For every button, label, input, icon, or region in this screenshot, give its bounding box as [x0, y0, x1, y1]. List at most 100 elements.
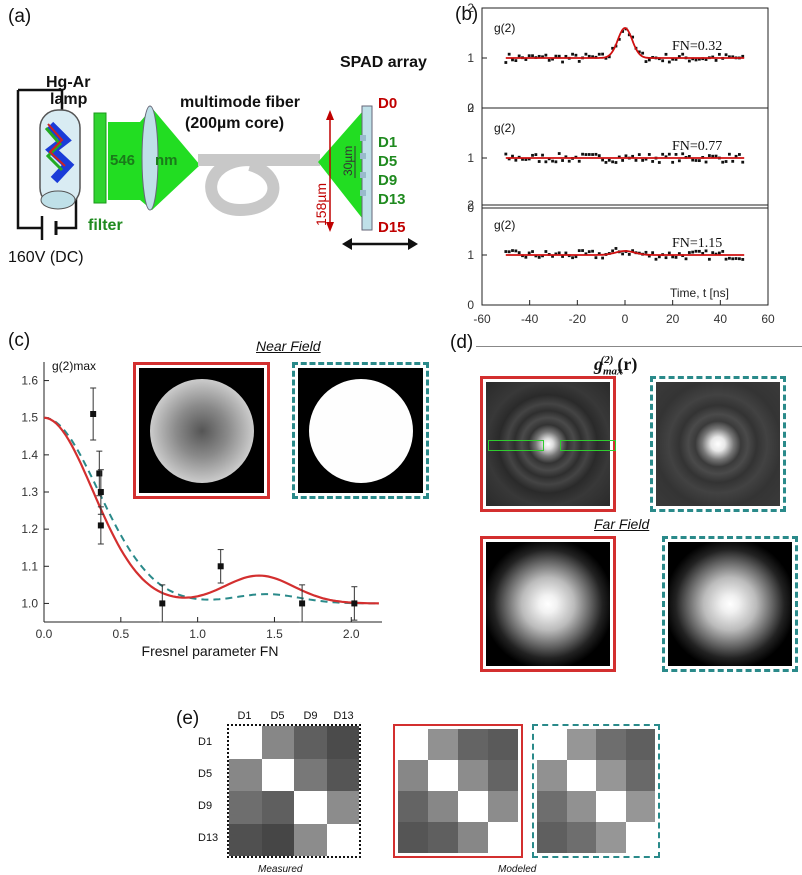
b-data-point — [687, 251, 691, 254]
b-data-point — [741, 258, 745, 261]
b-data-point — [587, 54, 591, 58]
modeled-solid-cell — [488, 760, 518, 791]
measured-cell — [261, 758, 294, 791]
b-data-point — [731, 257, 735, 261]
b-data-point — [557, 251, 561, 255]
filter-block — [93, 112, 107, 204]
b-data-point — [571, 52, 574, 56]
c-ytick-label: 1.5 — [21, 411, 38, 425]
b-data-point — [704, 58, 708, 61]
measured-cell — [294, 726, 327, 759]
modeled-solid-cell — [398, 760, 428, 791]
b-data-point — [514, 59, 518, 63]
g2max-fresnel-chart: 1.0 1.1 1.2 1.3 1.4 1.5 1.6 0.0 0.5 1.0 1.5 2.0 Fres… — [21, 359, 382, 659]
c-ytick-label: 1.4 — [21, 448, 38, 462]
roi-left — [488, 440, 544, 451]
b-data-point — [554, 252, 558, 256]
b-data-point — [611, 160, 615, 164]
modeled-label: Modeled — [498, 864, 537, 875]
b-data-point — [564, 54, 568, 58]
modeled-solid-cell — [428, 791, 458, 822]
b-data-point — [738, 153, 741, 156]
light-beam-focus — [152, 108, 200, 210]
b-data-point — [691, 158, 695, 162]
b-data-point — [601, 52, 604, 56]
measured-label: Measured — [258, 864, 303, 875]
b-data-point — [741, 160, 745, 164]
e-row-labels: D1 D5 D9 D13 — [198, 726, 228, 854]
b-data-point — [577, 59, 581, 63]
panel-e-label: (e) — [176, 708, 200, 729]
b-data-point — [504, 152, 508, 156]
b-data-point — [561, 159, 564, 162]
e-col-label-d1: D1 — [237, 710, 252, 722]
b-data-point — [657, 161, 661, 164]
panel-a: (a) — [0, 0, 440, 300]
b-data-point — [724, 257, 728, 261]
b-data-point — [707, 154, 711, 157]
lamp-base — [40, 190, 76, 210]
b-xtick-label: -20 — [569, 312, 587, 326]
c-xlabel: Fresnel parameter FN — [142, 643, 279, 659]
b-data-point — [611, 46, 615, 50]
b-ytick-label: 0 — [467, 298, 474, 312]
b-data-point — [544, 250, 548, 253]
measured-cell — [294, 791, 327, 824]
panel-c-label: (c) — [8, 330, 31, 351]
e-col-label-d13: D13 — [333, 710, 354, 722]
b-data-point — [677, 55, 681, 58]
b-data-point — [664, 155, 668, 159]
b-data-point — [584, 52, 588, 56]
lamp-label-2: lamp — [50, 91, 88, 108]
b-xtick-label: -60 — [473, 312, 491, 326]
b-data-point — [697, 159, 701, 163]
b-data-point — [574, 53, 578, 57]
b-fn-label: FN=1.15 — [672, 236, 722, 251]
b-data-point — [557, 54, 561, 58]
b-data-point — [517, 54, 521, 58]
e-col-label-d9: D9 — [303, 710, 318, 722]
b-data-point — [687, 59, 691, 63]
b-data-point — [664, 52, 668, 56]
b-data-point — [714, 154, 718, 158]
b-data-point — [524, 158, 528, 161]
b-data-point — [594, 152, 598, 156]
detector-d13: D13 — [378, 191, 406, 208]
b-data-point — [647, 58, 651, 62]
b-data-point — [714, 252, 718, 256]
b-xtick-label: 40 — [714, 312, 728, 326]
b-data-point — [511, 249, 514, 252]
b-data-point — [661, 59, 665, 63]
b-data-point — [541, 153, 544, 157]
modeled-solid-cell — [458, 822, 488, 853]
wavelength-value: 546 — [110, 152, 135, 169]
b-data-point — [614, 247, 618, 250]
b-data-point — [537, 160, 541, 163]
d-title-arg: (r) — [617, 354, 638, 374]
b-data-point — [627, 252, 631, 256]
b-data-point — [534, 153, 538, 157]
b-data-point — [644, 250, 648, 254]
b-data-point — [741, 54, 745, 58]
b-data-point — [577, 159, 581, 163]
detector-d9: D9 — [378, 172, 397, 189]
modeled-dashed-cell — [537, 791, 567, 822]
b-data-point — [617, 155, 621, 159]
b-data-point — [727, 55, 731, 59]
b-fit-line — [505, 27, 745, 59]
b-data-point — [631, 249, 635, 253]
modeled-dashed-cell — [625, 760, 655, 791]
panel-a-label: (a) — [8, 6, 32, 27]
fiber-loop — [205, 154, 280, 217]
near-field-title: Near Field — [256, 338, 321, 354]
b-ytick-label: 0 — [467, 101, 474, 115]
modeled-solid-cell — [428, 760, 458, 791]
b-data-point — [681, 152, 685, 156]
b-data-point — [738, 257, 741, 261]
b-data-point — [607, 55, 611, 59]
b-data-point — [711, 251, 715, 255]
b-data-point — [667, 152, 671, 156]
b-data-point — [597, 52, 601, 56]
lamp-discharge-red — [47, 123, 66, 167]
b-fn-label: FN=0.77 — [672, 139, 722, 154]
